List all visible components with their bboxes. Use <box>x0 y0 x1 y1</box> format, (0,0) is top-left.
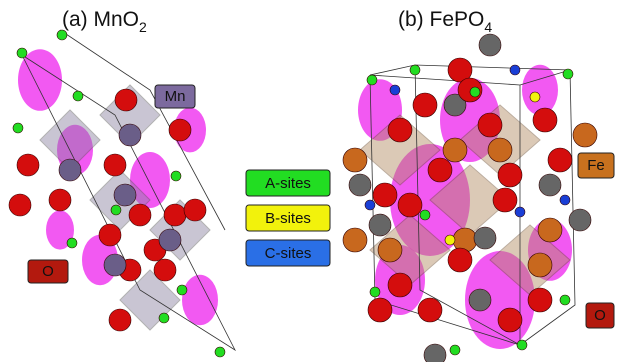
oxygen-atom <box>528 288 552 312</box>
oxygen-atom <box>533 108 557 132</box>
oxygen-atom <box>448 248 472 272</box>
p-atom <box>539 174 561 196</box>
title-main: (a) MnO <box>62 8 139 31</box>
oxygen-atom <box>388 118 412 142</box>
p-atom <box>469 289 491 311</box>
oxygen-atom <box>184 199 206 221</box>
oxygen-atom <box>109 309 131 331</box>
oxygen-atom <box>169 119 191 141</box>
fe-atom <box>378 238 402 262</box>
p-atom <box>474 227 496 249</box>
oxygen-atom <box>99 224 121 246</box>
legend-label: B-sites <box>265 210 311 227</box>
a-site <box>111 205 121 215</box>
atom-label: Fe <box>587 157 605 174</box>
oxygen-atom <box>548 148 572 172</box>
a-site <box>171 171 181 181</box>
a-site <box>13 123 23 133</box>
fe-atom <box>528 253 552 277</box>
figure: (a) MnO2 (b) FePO4 Mn O Fe O A-sites B-s… <box>0 0 617 362</box>
title-sub: 4 <box>484 19 492 35</box>
p-atom <box>479 34 501 56</box>
oxygen-atom <box>368 298 392 322</box>
title-main: (b) FePO <box>398 8 484 31</box>
isosurface <box>522 65 558 115</box>
a-site <box>57 30 67 40</box>
a-site <box>367 75 377 85</box>
p-atom <box>569 209 591 231</box>
fe-atom <box>443 138 467 162</box>
a-site <box>73 91 83 101</box>
mn-atom <box>104 254 126 276</box>
panel-title: (a) MnO2 <box>62 8 147 35</box>
legend-label: C-sites <box>265 245 312 262</box>
oxygen-atom <box>413 93 437 117</box>
oxygen-atom <box>428 158 452 182</box>
c-site <box>515 207 525 217</box>
fe-atom <box>573 123 597 147</box>
isosurface <box>18 49 62 111</box>
a-site <box>370 287 380 297</box>
oxygen-atom <box>388 273 412 297</box>
a-site <box>420 210 430 220</box>
oxygen-atom <box>9 194 31 216</box>
a-site <box>450 345 460 355</box>
b-site <box>445 235 455 245</box>
p-atom <box>424 344 446 362</box>
oxygen-atom <box>498 308 522 332</box>
b-site <box>530 92 540 102</box>
a-site <box>177 285 187 295</box>
oxygen-atom <box>498 163 522 187</box>
oxygen-atom <box>17 154 39 176</box>
fe-atom <box>488 138 512 162</box>
p-atom <box>369 214 391 236</box>
atom-label: O <box>594 307 606 324</box>
oxygen-atom <box>154 259 176 281</box>
oxygen-atom <box>164 204 186 226</box>
oxygen-atom <box>418 298 442 322</box>
oxygen-atom <box>104 154 126 176</box>
a-site <box>67 238 77 248</box>
oxygen-atom <box>129 204 151 226</box>
fe-atom <box>343 148 367 172</box>
c-site <box>390 85 400 95</box>
atom-label: Mn <box>165 88 186 105</box>
a-site <box>410 65 420 75</box>
a-site <box>517 340 527 350</box>
oxygen-atom <box>115 89 137 111</box>
a-site <box>159 313 169 323</box>
oxygen-atom <box>398 193 422 217</box>
oxygen-atom <box>49 189 71 211</box>
panel-title: (b) FePO4 <box>398 8 492 35</box>
a-site <box>560 295 570 305</box>
fe-atom <box>343 228 367 252</box>
oxygen-atom <box>478 113 502 137</box>
c-site <box>560 195 570 205</box>
oxygen-atom <box>373 183 397 207</box>
isosurface <box>182 275 218 325</box>
a-site <box>563 69 573 79</box>
a-site <box>470 87 480 97</box>
title-sub: 2 <box>139 19 147 35</box>
mn-atom <box>59 159 81 181</box>
a-site <box>17 48 27 58</box>
p-atom <box>349 174 371 196</box>
atom-label: O <box>42 263 54 280</box>
legend-label: A-sites <box>265 175 311 192</box>
c-site <box>365 200 375 210</box>
mn-atom <box>159 229 181 251</box>
mn-atom <box>119 124 141 146</box>
oxygen-atom <box>493 188 517 212</box>
a-site <box>215 347 225 357</box>
c-site <box>510 65 520 75</box>
mn-atom <box>114 184 136 206</box>
fe-atom <box>538 218 562 242</box>
